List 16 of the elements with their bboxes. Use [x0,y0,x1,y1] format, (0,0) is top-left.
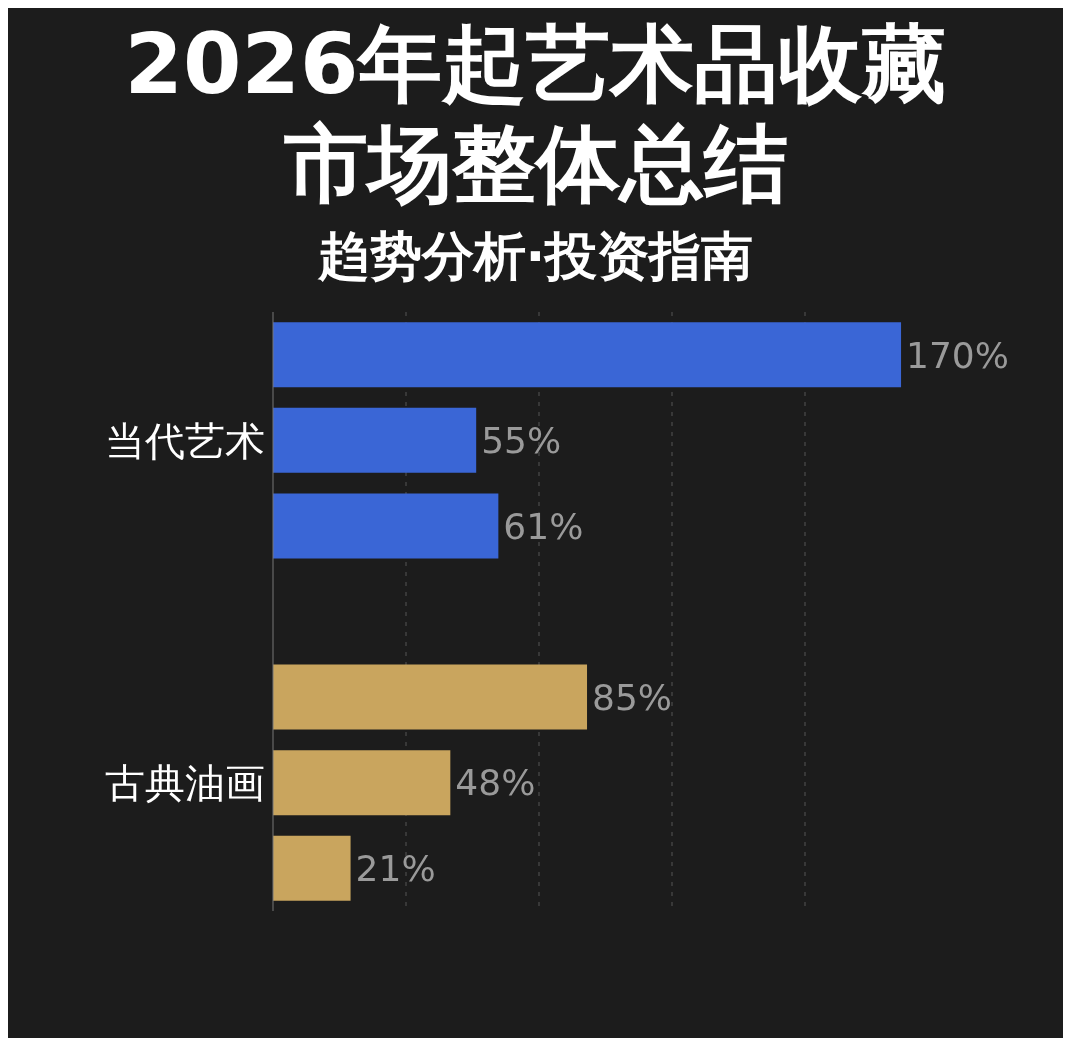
y-tick-label: 当代艺术 [105,417,265,464]
data-label: 170% [906,334,1009,376]
data-label: 61% [503,505,584,547]
y-tick-label: 古典油画 [105,759,265,806]
bar [273,750,451,816]
data-label: 21% [355,847,436,889]
bar [273,322,902,388]
bar [273,407,477,473]
chart-subtitle: 趋势分析·投资指南 [316,225,755,288]
bar [273,664,588,730]
bar [273,835,351,901]
data-label: 48% [455,762,536,804]
bar [273,493,499,559]
chart-title: 2026年起艺术品收藏市场整体总结 [123,14,948,214]
data-label: 55% [481,420,562,462]
data-label: 85% [592,676,673,718]
